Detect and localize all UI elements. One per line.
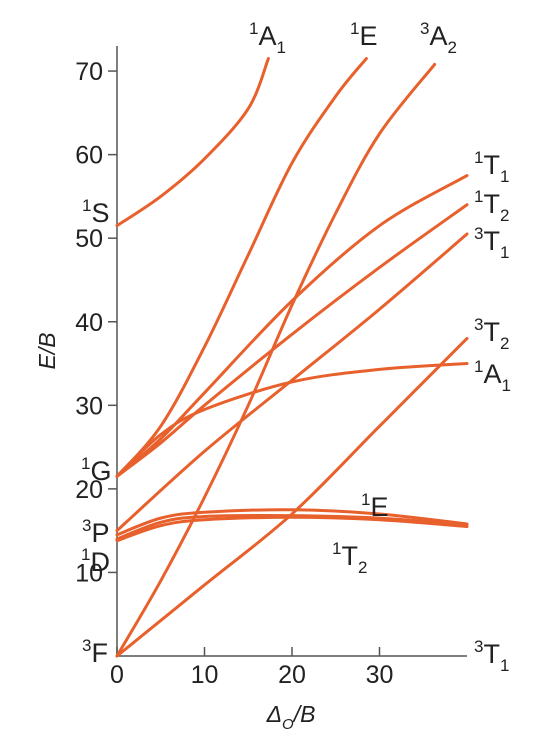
series-curve-1E-lower <box>115 508 469 537</box>
free-ion-term-1G: 1G <box>81 454 111 486</box>
series-layer <box>115 57 469 658</box>
state-label-r-1T1: 1T1 <box>474 148 509 186</box>
x-tick-label: 0 <box>110 661 124 689</box>
series-curve-3T2 <box>115 336 469 658</box>
y-tick-label: 50 <box>75 225 103 253</box>
x-tick-label: 20 <box>278 661 306 689</box>
state-label-r-3T1b: 3T1 <box>474 637 509 675</box>
state-label-top-1E: 1E <box>350 19 377 51</box>
x-axis-title: ΔO/B <box>266 701 316 733</box>
y-tick-label: 40 <box>75 309 103 337</box>
series-curve-1T2-lower <box>115 513 469 541</box>
series-curve-1T2-upper <box>115 203 469 478</box>
free-ion-term-3F: 3F <box>82 636 108 668</box>
series-curve-3T1-from-3P <box>115 232 469 533</box>
series-curve-3A2 <box>115 62 437 658</box>
state-label-top-3A2: 3A2 <box>420 19 457 57</box>
free-ion-term-1S: 1S <box>82 196 109 228</box>
state-label-top-1A1: 1A1 <box>249 19 286 57</box>
free-ion-term-3P: 3P <box>82 516 109 548</box>
y-tick-label: 70 <box>75 58 103 86</box>
state-label-r-1T2: 1T2 <box>474 187 509 225</box>
y-axis-title: E/B <box>34 332 60 369</box>
axes: 10 20 30 40 50 60 70 0 10 20 30 E/B ΔO/B <box>34 46 467 733</box>
x-tick-label: 30 <box>366 661 394 689</box>
x-tick-label: 10 <box>191 661 219 689</box>
state-label-r-1A1: 1A1 <box>474 357 511 395</box>
series-curve-1T1 <box>115 174 469 478</box>
state-label-r-3T2: 3T2 <box>474 315 509 353</box>
series-curve-1A1-from-1G <box>115 362 469 478</box>
state-label-mid-1T2: 1T2 <box>332 539 367 577</box>
state-label-r-3T1a: 3T1 <box>474 224 509 262</box>
free-ion-term-1D: 1D <box>81 545 110 577</box>
series-curve-1A1-from-1S <box>115 57 270 228</box>
y-tick-label: 10 <box>75 559 103 587</box>
state-label-mid-1E: 1E <box>361 490 388 522</box>
series-curve-1E-upper <box>115 57 368 478</box>
series-curve-1T2-lower-b <box>115 515 469 543</box>
y-tick-label: 30 <box>75 392 103 420</box>
y-tick-label: 60 <box>75 142 103 170</box>
y-tick-label: 20 <box>75 476 103 504</box>
